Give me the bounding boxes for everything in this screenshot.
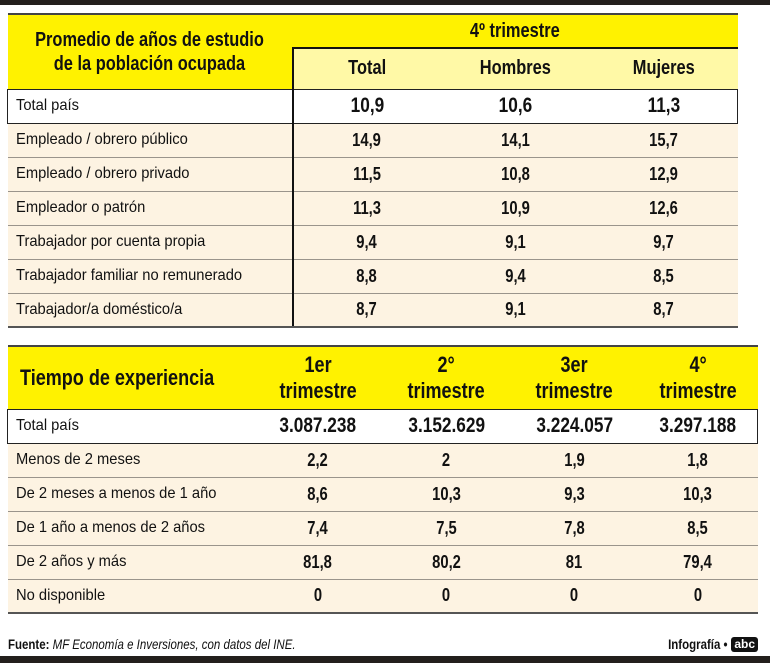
cell-value: 8,6 <box>253 477 383 512</box>
cell-value: 10,3 <box>382 477 511 512</box>
cell-value: 8,7 <box>291 293 441 328</box>
cell-value: 8,5 <box>590 259 738 294</box>
table-row: Total país 10,9 10,6 11,3 <box>7 88 738 124</box>
cell-value: 11,3 <box>291 191 441 226</box>
cell-value: 9,4 <box>291 225 441 260</box>
cell-value: 10,3 <box>638 477 758 512</box>
cell-value: 1,9 <box>510 443 639 478</box>
row-label: Empleado / obrero público <box>7 123 293 158</box>
table-row: Trabajador por cuenta propia 9,4 9,1 9,7 <box>7 225 738 260</box>
table1-group-header: 4º trimestre <box>292 13 738 48</box>
cell-value: 8,5 <box>638 511 758 546</box>
table-row: Empleado / obrero público 14,9 14,1 15,7 <box>7 123 738 158</box>
abc-logo: abc <box>731 636 758 652</box>
cell-value: 2,2 <box>253 443 383 478</box>
col-header: Mujeres <box>590 47 738 89</box>
row-label: No disponible <box>7 579 254 614</box>
cell-value: 9,1 <box>440 293 591 328</box>
cell-value: 7,4 <box>253 511 383 546</box>
cell-value: 12,6 <box>590 191 738 226</box>
cell-value: 10,6 <box>440 88 591 124</box>
table-row: No disponible 0 0 0 0 <box>7 579 758 614</box>
cell-value: 0 <box>382 579 511 614</box>
table-row: De 1 año a menos de 2 años 7,4 7,5 7,8 8,5 <box>7 511 758 546</box>
bottom-bar <box>0 656 770 663</box>
row-label: Menos de 2 meses <box>7 443 254 478</box>
cell-value: 79,4 <box>638 545 758 580</box>
cell-value: 9,7 <box>590 225 738 260</box>
table-row: De 2 meses a menos de 1 año 8,6 10,3 9,3 10,… <box>7 477 758 512</box>
cell-value: 7,8 <box>510 511 639 546</box>
cell-value: 3.152.629 <box>382 408 511 444</box>
cell-value: 1,8 <box>638 443 758 478</box>
cell-value: 81,8 <box>253 545 383 580</box>
table-row: Empleado / obrero privado 11,5 10,8 12,9 <box>7 157 738 192</box>
cell-value: 8,8 <box>291 259 441 294</box>
row-label: Total país <box>7 408 254 444</box>
row-label: De 2 meses a menos de 1 año <box>7 477 254 512</box>
cell-value: 0 <box>638 579 758 614</box>
row-label: Total país <box>7 88 293 124</box>
top-bar <box>0 0 770 5</box>
col-header: 2° trimestre <box>382 345 511 409</box>
cell-value: 11,3 <box>590 88 738 124</box>
row-label: De 1 año a menos de 2 años <box>7 511 254 546</box>
experience-table: Tiempo de experiencia 1er trimestre 2° tri… <box>7 345 758 614</box>
row-label: Trabajador por cuenta propia <box>7 225 293 260</box>
col-header: Hombres <box>440 47 591 89</box>
credit: Infografía • abc <box>655 636 758 652</box>
cell-value: 81 <box>510 545 639 580</box>
row-label: Empleado / obrero privado <box>7 157 293 192</box>
cell-value: 0 <box>253 579 383 614</box>
cell-value: 15,7 <box>590 123 738 158</box>
cell-value: 11,5 <box>291 157 441 192</box>
cell-value: 10,8 <box>440 157 591 192</box>
cell-value: 3.297.188 <box>638 408 758 444</box>
row-label: Empleador o patrón <box>7 191 293 226</box>
row-label: Trabajador/a doméstico/a <box>7 293 293 328</box>
col-header: 3er trimestre <box>510 345 639 409</box>
table2-title: Tiempo de experiencia <box>7 345 254 409</box>
source-note: Fuente: MF Economía e Inversiones, con d… <box>8 636 296 652</box>
cell-value: 3.087.238 <box>253 408 383 444</box>
cell-value: 9,3 <box>510 477 639 512</box>
cell-value: 2 <box>382 443 511 478</box>
cell-value: 3.224.057 <box>510 408 639 444</box>
cell-value: 10,9 <box>440 191 591 226</box>
cell-value: 9,1 <box>440 225 591 260</box>
cell-value: 14,1 <box>440 123 591 158</box>
table-row: Trabajador familiar no remunerado 8,8 9,4 8… <box>7 259 738 294</box>
cell-value: 7,5 <box>382 511 511 546</box>
table-row: Empleador o patrón 11,3 10,9 12,6 <box>7 191 738 226</box>
table-row: Trabajador/a doméstico/a 8,7 9,1 8,7 <box>7 293 738 328</box>
row-label: De 2 años y más <box>7 545 254 580</box>
cell-value: 0 <box>510 579 639 614</box>
col-header: 1er trimestre <box>253 345 383 409</box>
cell-value: 12,9 <box>590 157 738 192</box>
table1-title: Promedio de años de estudio de la poblaci… <box>7 13 293 89</box>
row-label: Trabajador familiar no remunerado <box>7 259 293 294</box>
col-header: 4° trimestre <box>638 345 758 409</box>
cell-value: 14,9 <box>291 123 441 158</box>
cell-value: 10,9 <box>291 88 441 124</box>
table-row: De 2 años y más 81,8 80,2 81 79,4 <box>7 545 758 580</box>
table-row: Total país 3.087.238 3.152.629 3.224.057 3.2… <box>7 408 758 444</box>
cell-value: 9,4 <box>440 259 591 294</box>
table-row: Menos de 2 meses 2,2 2 1,9 1,8 <box>7 443 758 478</box>
cell-value: 8,7 <box>590 293 738 328</box>
col-header: Total <box>291 47 441 89</box>
cell-value: 80,2 <box>382 545 511 580</box>
education-table: Promedio de años de estudio de la poblaci… <box>7 13 738 328</box>
